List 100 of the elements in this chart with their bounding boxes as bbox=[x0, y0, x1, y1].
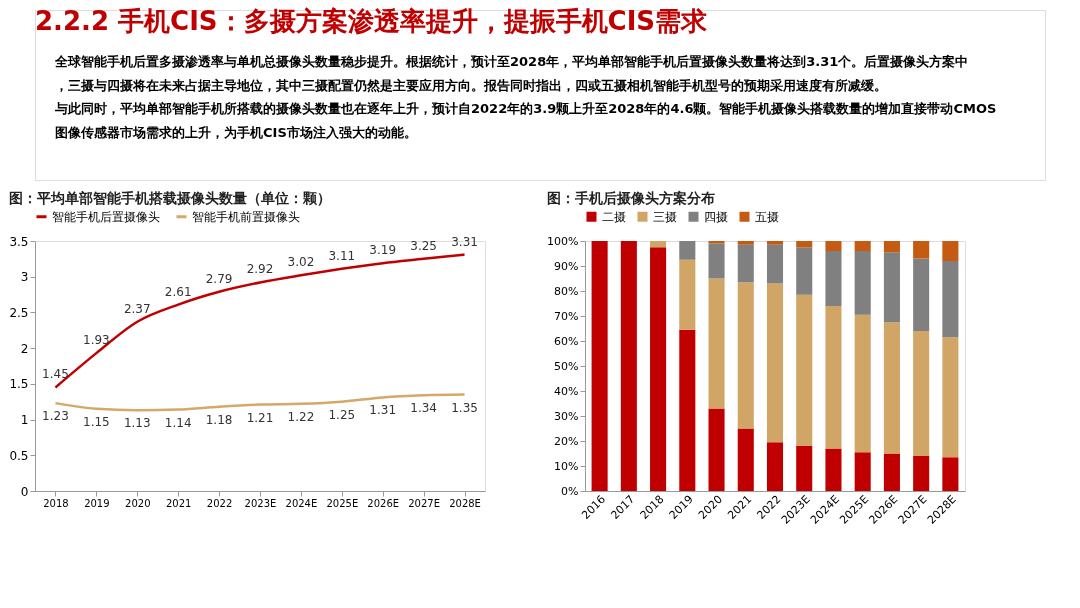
bar bbox=[766, 241, 784, 245]
bar bbox=[913, 241, 930, 259]
bar bbox=[883, 453, 900, 491]
x-tick-label: 2019 bbox=[84, 497, 110, 509]
bar bbox=[766, 244, 784, 284]
y-tick-label: 70% bbox=[554, 309, 579, 323]
y-tick-label: 100% bbox=[547, 234, 579, 248]
bar bbox=[679, 241, 696, 260]
data-label: 3.25 bbox=[410, 238, 437, 253]
data-label: 1.25 bbox=[328, 407, 356, 422]
y-tick-label: 1.5 bbox=[9, 377, 29, 392]
y-tick-label: 2 bbox=[20, 341, 29, 356]
bar bbox=[913, 456, 930, 491]
bar bbox=[825, 251, 842, 306]
bar bbox=[825, 306, 842, 449]
bar bbox=[854, 314, 871, 453]
y-tick-label: 20% bbox=[554, 434, 579, 448]
x-tick-label: 2026E bbox=[367, 497, 400, 509]
bar bbox=[591, 241, 608, 491]
data-label: 3.11 bbox=[328, 248, 356, 263]
bar bbox=[913, 331, 930, 456]
data-label: 1.15 bbox=[83, 414, 110, 429]
bar bbox=[942, 337, 959, 458]
bar bbox=[737, 282, 754, 429]
data-label: 1.45 bbox=[42, 367, 69, 382]
x-tick-label: 2024E bbox=[285, 497, 318, 509]
legend-label: 三摄 bbox=[653, 209, 677, 224]
data-label: 1.21 bbox=[246, 410, 274, 425]
text: 全球智能手机后置多摄渗透率与单机总摄像头数量稳步提升。根据统计，预计至2028年，平均单部智能手机后置摄像头数量将达到3.31个。后置摄像头方案中，三摄与四摄将在未来占据主导地位，其中三摄配置仍然是主要应用方向。报告同时指出，四或五摄相机智能手机型号的预期采用速度有所减缓。 bbox=[54, 53, 969, 93]
bar bbox=[650, 241, 667, 248]
data-label: 3.19 bbox=[369, 243, 397, 258]
data-label: 1.34 bbox=[410, 401, 437, 416]
bar bbox=[708, 241, 725, 244]
x-tick-label: 2022 bbox=[206, 497, 233, 509]
bar bbox=[825, 241, 842, 251]
data-label: 1.13 bbox=[123, 416, 151, 431]
y-tick-label: 60% bbox=[554, 334, 579, 348]
data-label: 1.18 bbox=[205, 412, 233, 427]
y-tick-label: 30% bbox=[554, 409, 579, 423]
bar bbox=[942, 261, 959, 338]
bar bbox=[854, 452, 871, 491]
y-tick-label: 0% bbox=[561, 484, 579, 498]
legend-label: 五摄 bbox=[755, 209, 779, 224]
bar bbox=[942, 241, 959, 261]
bar bbox=[737, 428, 754, 491]
bar bbox=[708, 408, 725, 491]
bar bbox=[883, 322, 900, 454]
y-tick-label: 10% bbox=[554, 459, 579, 473]
bar bbox=[679, 259, 696, 330]
legend-label: 四摄 bbox=[704, 209, 728, 224]
bar bbox=[825, 448, 842, 491]
data-label: 2.92 bbox=[246, 262, 274, 277]
y-tick-label: 80% bbox=[554, 284, 579, 298]
bar bbox=[854, 241, 871, 251]
bar bbox=[737, 244, 754, 283]
y-tick-label: 0 bbox=[20, 484, 29, 499]
data-label: 1.93 bbox=[83, 333, 110, 348]
bar bbox=[796, 241, 813, 248]
legend-label: 二摄 bbox=[602, 209, 626, 224]
x-tick-label: 2021 bbox=[165, 497, 192, 509]
x-tick-label: 2028E bbox=[449, 497, 481, 509]
y-tick-label: 50% bbox=[554, 359, 579, 373]
text: 与此同时，平均单部智能手机所搭载的摄像头数量也在逐年上升，预计自2022年的3.9颗上升至2028年的4.6颗。智能手机摄像头搭载数量的增加直接带动CMOS图像传感器市场需求的上升，为手机CIS市场注入强大的动能。 bbox=[54, 101, 997, 140]
bar bbox=[737, 241, 754, 245]
bar bbox=[942, 457, 959, 491]
data-label: 1.23 bbox=[42, 409, 69, 424]
bar bbox=[766, 442, 784, 491]
y-tick-label: 1 bbox=[20, 413, 29, 428]
chart-title: 图：手机后摄像头方案分布 bbox=[546, 190, 715, 206]
data-label: 1.35 bbox=[451, 400, 478, 415]
text: 2.2.2 手机CIS：多摄方案渗透率提升，提振手机CIS需求 bbox=[35, 6, 709, 36]
x-tick-label: 2025E bbox=[326, 497, 359, 509]
bar bbox=[620, 241, 637, 491]
data-label: 2.61 bbox=[164, 284, 192, 299]
data-label: 3.31 bbox=[451, 234, 478, 249]
y-tick-label: 3.5 bbox=[9, 234, 29, 249]
bar bbox=[913, 258, 930, 331]
chart-title: 图：平均单部智能手机搭载摄像头数量（单位：颗） bbox=[8, 190, 331, 206]
bar bbox=[796, 294, 813, 446]
bar bbox=[650, 247, 667, 491]
data-label: 2.79 bbox=[205, 271, 233, 286]
data-label: 1.22 bbox=[287, 409, 315, 424]
x-tick-label: 2018 bbox=[43, 497, 69, 509]
bar bbox=[708, 278, 725, 409]
bar bbox=[679, 329, 696, 491]
bar bbox=[883, 252, 900, 323]
bar bbox=[766, 283, 784, 443]
bar bbox=[796, 446, 813, 491]
data-label: 1.14 bbox=[164, 415, 192, 430]
bar bbox=[796, 247, 813, 295]
x-tick-label: 2023E bbox=[244, 497, 277, 509]
bar bbox=[708, 243, 725, 279]
y-tick-label: 3 bbox=[20, 270, 29, 285]
y-tick-label: 2.5 bbox=[9, 305, 29, 320]
data-label: 1.31 bbox=[369, 403, 397, 418]
data-label: 2.37 bbox=[123, 301, 151, 316]
y-tick-label: 0.5 bbox=[9, 448, 29, 463]
x-tick-label: 2020 bbox=[125, 497, 151, 509]
y-tick-label: 90% bbox=[554, 259, 579, 273]
y-tick-label: 40% bbox=[554, 384, 579, 398]
